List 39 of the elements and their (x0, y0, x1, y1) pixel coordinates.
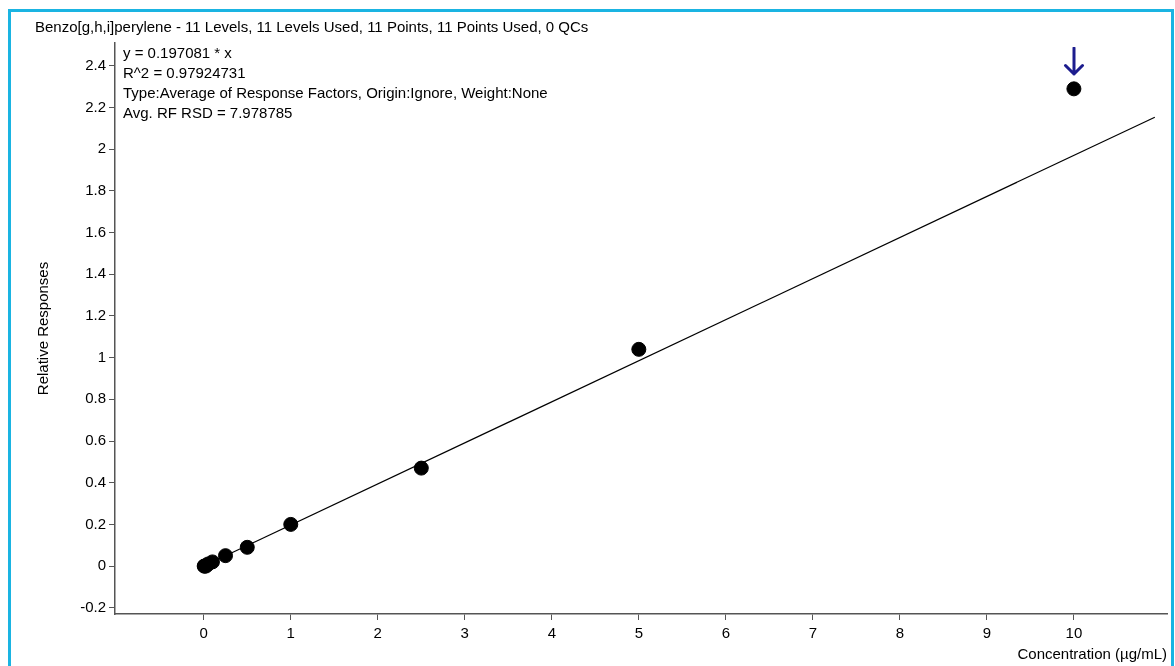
x-tick-label: 3 (460, 624, 469, 642)
y-tick-label: 0.6 (85, 431, 106, 449)
annotation: Type:Average of Response Factors, Origin:Ignore, Weight:None (123, 84, 548, 102)
x-tick-label: 9 (982, 624, 992, 642)
y-tick-label: 1.6 (85, 222, 106, 240)
y-tick-label: 0 (97, 556, 106, 574)
y-tick-label: 0.8 (85, 389, 106, 407)
y-tick-label: 1.2 (85, 306, 106, 324)
x-tick-label: 10 (1065, 624, 1083, 642)
x-tick-label: 2 (373, 624, 382, 642)
y-tick-label: 1 (97, 347, 106, 365)
x-axis-title: Concentration (µg/mL) (1017, 645, 1167, 663)
annotation: R^2 = 0.97924731 (123, 64, 246, 82)
x-tick-label: 4 (547, 624, 556, 642)
point (631, 341, 647, 357)
x-tick-label: 0 (199, 624, 208, 642)
y-tick-label: 2.2 (85, 97, 106, 115)
x-tick-label: 8 (895, 624, 905, 642)
annotation: y = 0.197081 * x (123, 44, 233, 62)
point (218, 548, 234, 564)
point (239, 539, 255, 555)
y-tick-label: 2.4 (85, 56, 106, 74)
x-tick-label: 6 (721, 624, 731, 642)
point (413, 460, 429, 476)
y-tick-label: 0.2 (85, 514, 106, 532)
y-tick-label: 1.4 (85, 264, 106, 282)
x-tick-label: 7 (808, 624, 818, 642)
y-tick-label: -0.2 (80, 597, 106, 615)
y-axis-title: Relative Responses (34, 261, 52, 396)
x-tick-label: 1 (286, 624, 295, 642)
point (283, 516, 299, 532)
y-tick-label: 1.8 (85, 181, 106, 199)
y-tick-label: 2 (97, 139, 106, 157)
x-tick-label: 5 (634, 624, 643, 642)
y-tick-label: 0.4 (85, 472, 106, 490)
chart-title: Benzo[g,h,i]perylene - 11 Levels, 11 Levels Used, 11 Points, 11 Points Used, 0 QCs (35, 18, 589, 36)
point (204, 554, 220, 570)
point (1066, 81, 1082, 97)
annotation: Avg. RF RSD = 7.978785 (123, 104, 293, 122)
